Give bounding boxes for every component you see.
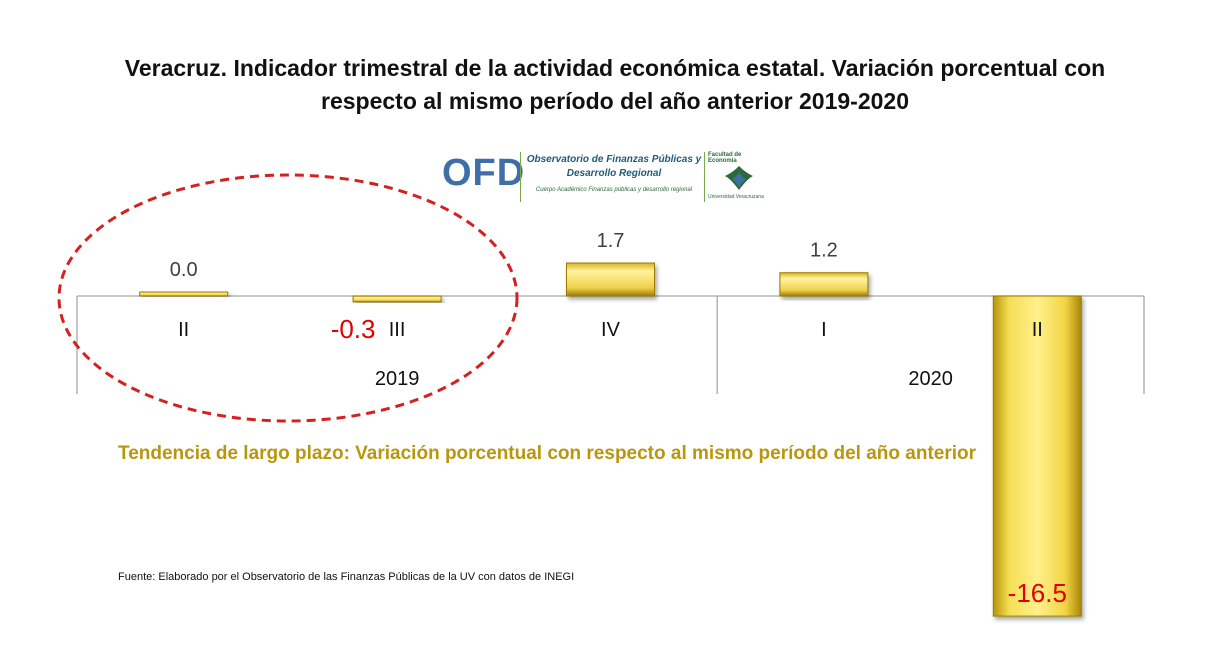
highlight-ellipse: [57, 173, 519, 423]
chart-title: Veracruz. Indicador trimestral de la act…: [124, 55, 1106, 114]
source-note: Fuente: Elaborado por el Observatorio de…: [118, 571, 575, 583]
data-label: 1.7: [597, 230, 625, 252]
bar: [566, 262, 655, 297]
logo-acronym: OFD: [442, 152, 526, 194]
data-label: 0.0: [170, 259, 198, 281]
bar: [352, 295, 442, 303]
data-label: -16.5: [1008, 578, 1067, 608]
ofd-logo: OFD Observatorio de Finanzas Públicas y …: [440, 148, 770, 206]
logo-group: Cuerpo Académico Finanzas públicas y des…: [535, 187, 693, 193]
logo-divider: [520, 152, 521, 202]
group-label: 2019: [375, 368, 420, 390]
category-label: I: [821, 319, 827, 341]
logo-faculty: Facultad de Economía: [708, 152, 742, 164]
logo-name-line2: Desarrollo Regional: [566, 168, 662, 179]
category-label: II: [178, 319, 189, 341]
logo-divider: [704, 152, 705, 202]
group-label: 2020: [908, 368, 953, 390]
category-label: II: [1032, 319, 1043, 341]
bar: [779, 272, 869, 297]
data-label: 1.2: [810, 240, 838, 262]
university-emblem-icon: [725, 166, 753, 190]
category-label: III: [389, 319, 406, 341]
logo-university: Universidad Veracruzana: [708, 194, 764, 200]
category-label: IV: [601, 319, 621, 341]
logo-name-line1: Observatorio de Finanzas Públicas y: [526, 154, 702, 165]
bar: [139, 291, 229, 297]
data-label: -0.3: [331, 314, 376, 344]
chart-subtitle: Tendencia de largo plazo: Variación porc…: [118, 443, 977, 464]
bar: [992, 295, 1082, 617]
